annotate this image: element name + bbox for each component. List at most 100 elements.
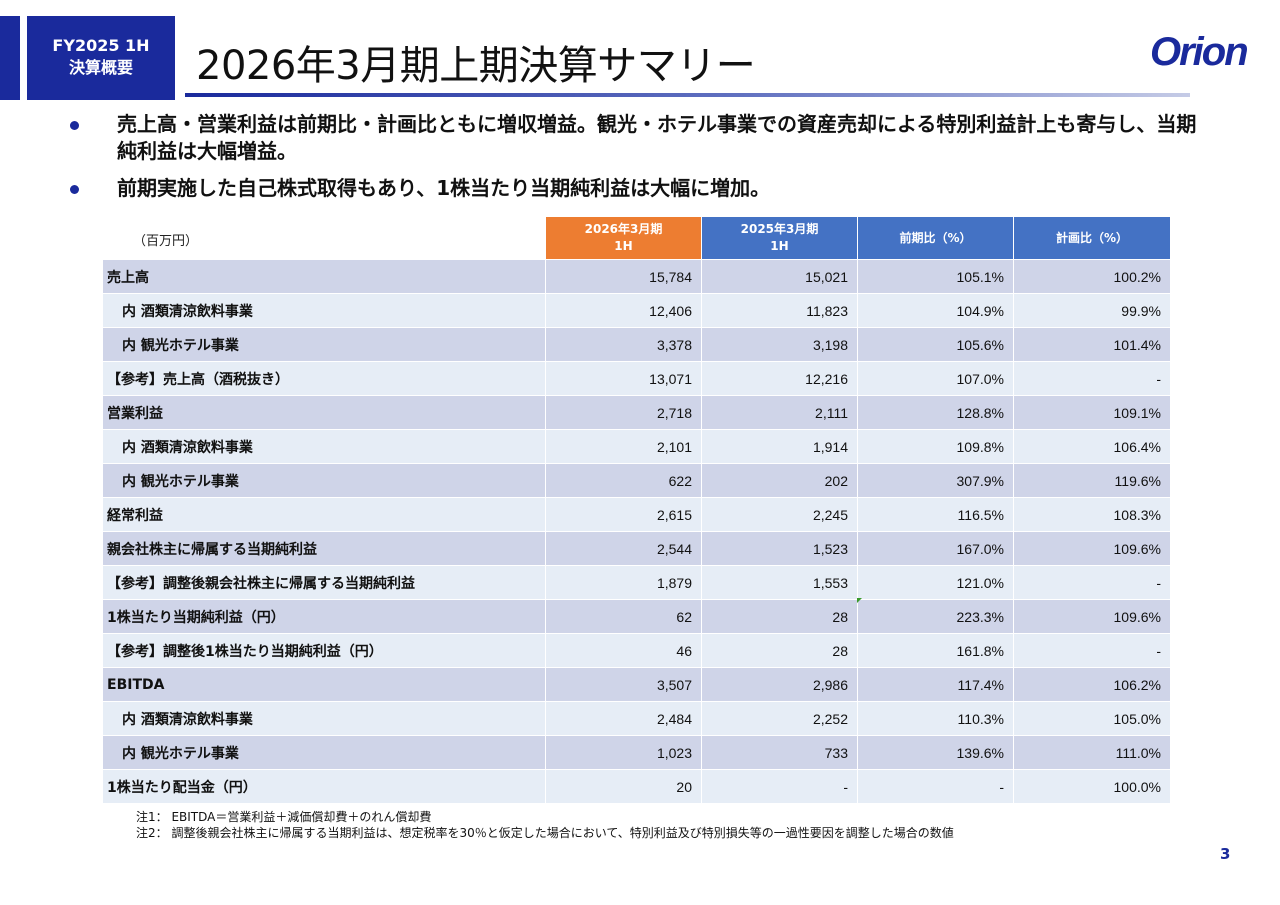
- cell-previous: 12,216: [701, 361, 858, 396]
- table-header-row: 2026年3月期 1H 2025年3月期 1H 前期比（%） 計画比（%）: [102, 216, 1171, 260]
- table-row: 内 酒類清涼飲料事業 12,406 11,823 104.9% 99.9%: [102, 293, 1171, 328]
- bullet-dot-icon: [70, 121, 79, 130]
- cell-previous: 3,198: [701, 327, 858, 362]
- cell-current: 2,101: [545, 429, 702, 464]
- row-label: 内 酒類清涼飲料事業: [102, 701, 546, 736]
- cell-yoy: 116.5%: [857, 497, 1014, 532]
- cell-yoy: 139.6%: [857, 735, 1014, 770]
- cell-plan: 101.4%: [1013, 327, 1171, 362]
- cell-plan: 119.6%: [1013, 463, 1171, 498]
- row-label: 1株当たり当期純利益（円）: [102, 599, 546, 634]
- bullet-text: 売上高・営業利益は前期比・計画比ともに増収増益。観光・ホテル事業での資産売却によ…: [117, 112, 1197, 163]
- table-row: 【参考】調整後親会社株主に帰属する当期純利益 1,879 1,553 121.0% -: [102, 565, 1171, 600]
- cell-current: 622: [545, 463, 702, 498]
- header-current-period: 2026年3月期 1H: [545, 216, 702, 260]
- table-row: 内 酒類清涼飲料事業 2,484 2,252 110.3% 105.0%: [102, 701, 1171, 736]
- cell-current: 2,718: [545, 395, 702, 430]
- row-label: 内 酒類清涼飲料事業: [102, 429, 546, 464]
- table-row: 経常利益 2,615 2,245 116.5% 108.3%: [102, 497, 1171, 532]
- header-current-line2: 1H: [614, 239, 633, 253]
- page-title: 2026年3月期上期決算サマリー: [196, 43, 756, 89]
- cell-previous: 1,523: [701, 531, 858, 566]
- table-row: 内 酒類清涼飲料事業 2,101 1,914 109.8% 106.4%: [102, 429, 1171, 464]
- orion-logo: Orion: [1150, 32, 1249, 70]
- cell-yoy: 161.8%: [857, 633, 1014, 668]
- cell-current: 3,378: [545, 327, 702, 362]
- cell-current: 12,406: [545, 293, 702, 328]
- cell-plan: 108.3%: [1013, 497, 1171, 532]
- cell-current: 2,484: [545, 701, 702, 736]
- table-row: 売上高 15,784 15,021 105.1% 100.2%: [102, 259, 1171, 294]
- cell-previous: 11,823: [701, 293, 858, 328]
- cell-yoy: -: [857, 769, 1014, 804]
- cell-comment-marker-icon: [857, 598, 862, 603]
- row-label: 親会社株主に帰属する当期純利益: [102, 531, 546, 566]
- cell-current: 13,071: [545, 361, 702, 396]
- cell-yoy: 121.0%: [857, 565, 1014, 600]
- row-label: 内 観光ホテル事業: [102, 463, 546, 498]
- cell-plan: -: [1013, 361, 1171, 396]
- cell-previous: 2,111: [701, 395, 858, 430]
- header-plan: 計画比（%）: [1013, 216, 1171, 260]
- cell-previous: 2,245: [701, 497, 858, 532]
- header-previous-line2: 1H: [770, 239, 789, 253]
- cell-yoy: 104.9%: [857, 293, 1014, 328]
- header-blank: [102, 216, 546, 260]
- cell-plan: -: [1013, 633, 1171, 668]
- bullet-dot-icon: [70, 185, 79, 194]
- footnotes: 注1： EBITDA＝営業利益＋減価償却費＋のれん償却費 注2： 調整後親会社株…: [136, 809, 954, 841]
- row-label: 【参考】調整後親会社株主に帰属する当期純利益: [102, 565, 546, 600]
- cell-plan: 100.2%: [1013, 259, 1171, 294]
- unit-label: （百万円）: [133, 234, 199, 249]
- table-row: 1株当たり配当金（円） 20- -100.0%: [102, 769, 1171, 804]
- cell-current: 2,615: [545, 497, 702, 532]
- cell-previous: -: [701, 769, 858, 804]
- footnote-2: 注2： 調整後親会社株主に帰属する当期利益は、想定税率を30％と仮定した場合にお…: [136, 826, 954, 840]
- table-row: 【参考】調整後1株当たり当期純利益（円） 46 28 161.8% -: [102, 633, 1171, 668]
- header-yoy: 前期比（%）: [857, 216, 1014, 260]
- cell-previous: 1,553: [701, 565, 858, 600]
- bullet-text: 前期実施した自己株式取得もあり、1株当たり当期純利益は大幅に増加。: [117, 176, 771, 200]
- cell-current: 2,544: [545, 531, 702, 566]
- table-row: 内 観光ホテル事業 622 202 307.9% 119.6%: [102, 463, 1171, 498]
- cell-plan: 106.2%: [1013, 667, 1171, 702]
- cell-yoy: 105.6%: [857, 327, 1014, 362]
- row-label: 【参考】調整後1株当たり当期純利益（円）: [102, 633, 546, 668]
- cell-plan: 111.0%: [1013, 735, 1171, 770]
- cell-current: 1,879: [545, 565, 702, 600]
- cell-previous: 15,021: [701, 259, 858, 294]
- cell-yoy: 110.3%: [857, 701, 1014, 736]
- cell-current: 20: [545, 769, 702, 804]
- table-row: 【参考】売上高（酒税抜き） 13,071 12,216 107.0% -: [102, 361, 1171, 396]
- cell-previous: 202: [701, 463, 858, 498]
- cell-yoy: 105.1%: [857, 259, 1014, 294]
- table-row: 内 観光ホテル事業 3,378 3,198 105.6% 101.4%: [102, 327, 1171, 362]
- cell-previous: 2,252: [701, 701, 858, 736]
- row-label: 内 観光ホテル事業: [102, 327, 546, 362]
- table-row: 親会社株主に帰属する当期純利益 2,544 1,523 167.0% 109.6%: [102, 531, 1171, 566]
- row-label: 経常利益: [102, 497, 546, 532]
- financial-summary-table: 2026年3月期 1H 2025年3月期 1H 前期比（%） 計画比（%） 売上…: [102, 216, 1171, 804]
- row-label: 売上高: [102, 259, 546, 294]
- cell-yoy: 167.0%: [857, 531, 1014, 566]
- table-row: 内 観光ホテル事業 1,023 733 139.6% 111.0%: [102, 735, 1171, 770]
- table-row: 1株当たり当期純利益（円） 62 28 223.3% 109.6%: [102, 599, 1171, 634]
- header-accent-strip: [0, 16, 20, 100]
- section-tag: FY2025 1H 決算概要: [27, 16, 175, 100]
- cell-plan: 100.0%: [1013, 769, 1171, 804]
- row-label: 【参考】売上高（酒税抜き）: [102, 361, 546, 396]
- cell-previous: 1,914: [701, 429, 858, 464]
- cell-yoy: 128.8%: [857, 395, 1014, 430]
- row-label: EBITDA: [102, 667, 546, 702]
- cell-plan: 109.1%: [1013, 395, 1171, 430]
- cell-yoy: 307.9%: [857, 463, 1014, 498]
- row-label: 1株当たり配当金（円）: [102, 769, 546, 804]
- section-tag-line2: 決算概要: [68, 58, 133, 77]
- cell-plan: 99.9%: [1013, 293, 1171, 328]
- header-previous-line1: 2025年3月期: [740, 222, 819, 236]
- cell-plan: 109.6%: [1013, 599, 1171, 634]
- cell-yoy: 107.0%: [857, 361, 1014, 396]
- page-number: 3: [1220, 845, 1231, 863]
- cell-current: 1,023: [545, 735, 702, 770]
- header-current-line1: 2026年3月期: [584, 222, 663, 236]
